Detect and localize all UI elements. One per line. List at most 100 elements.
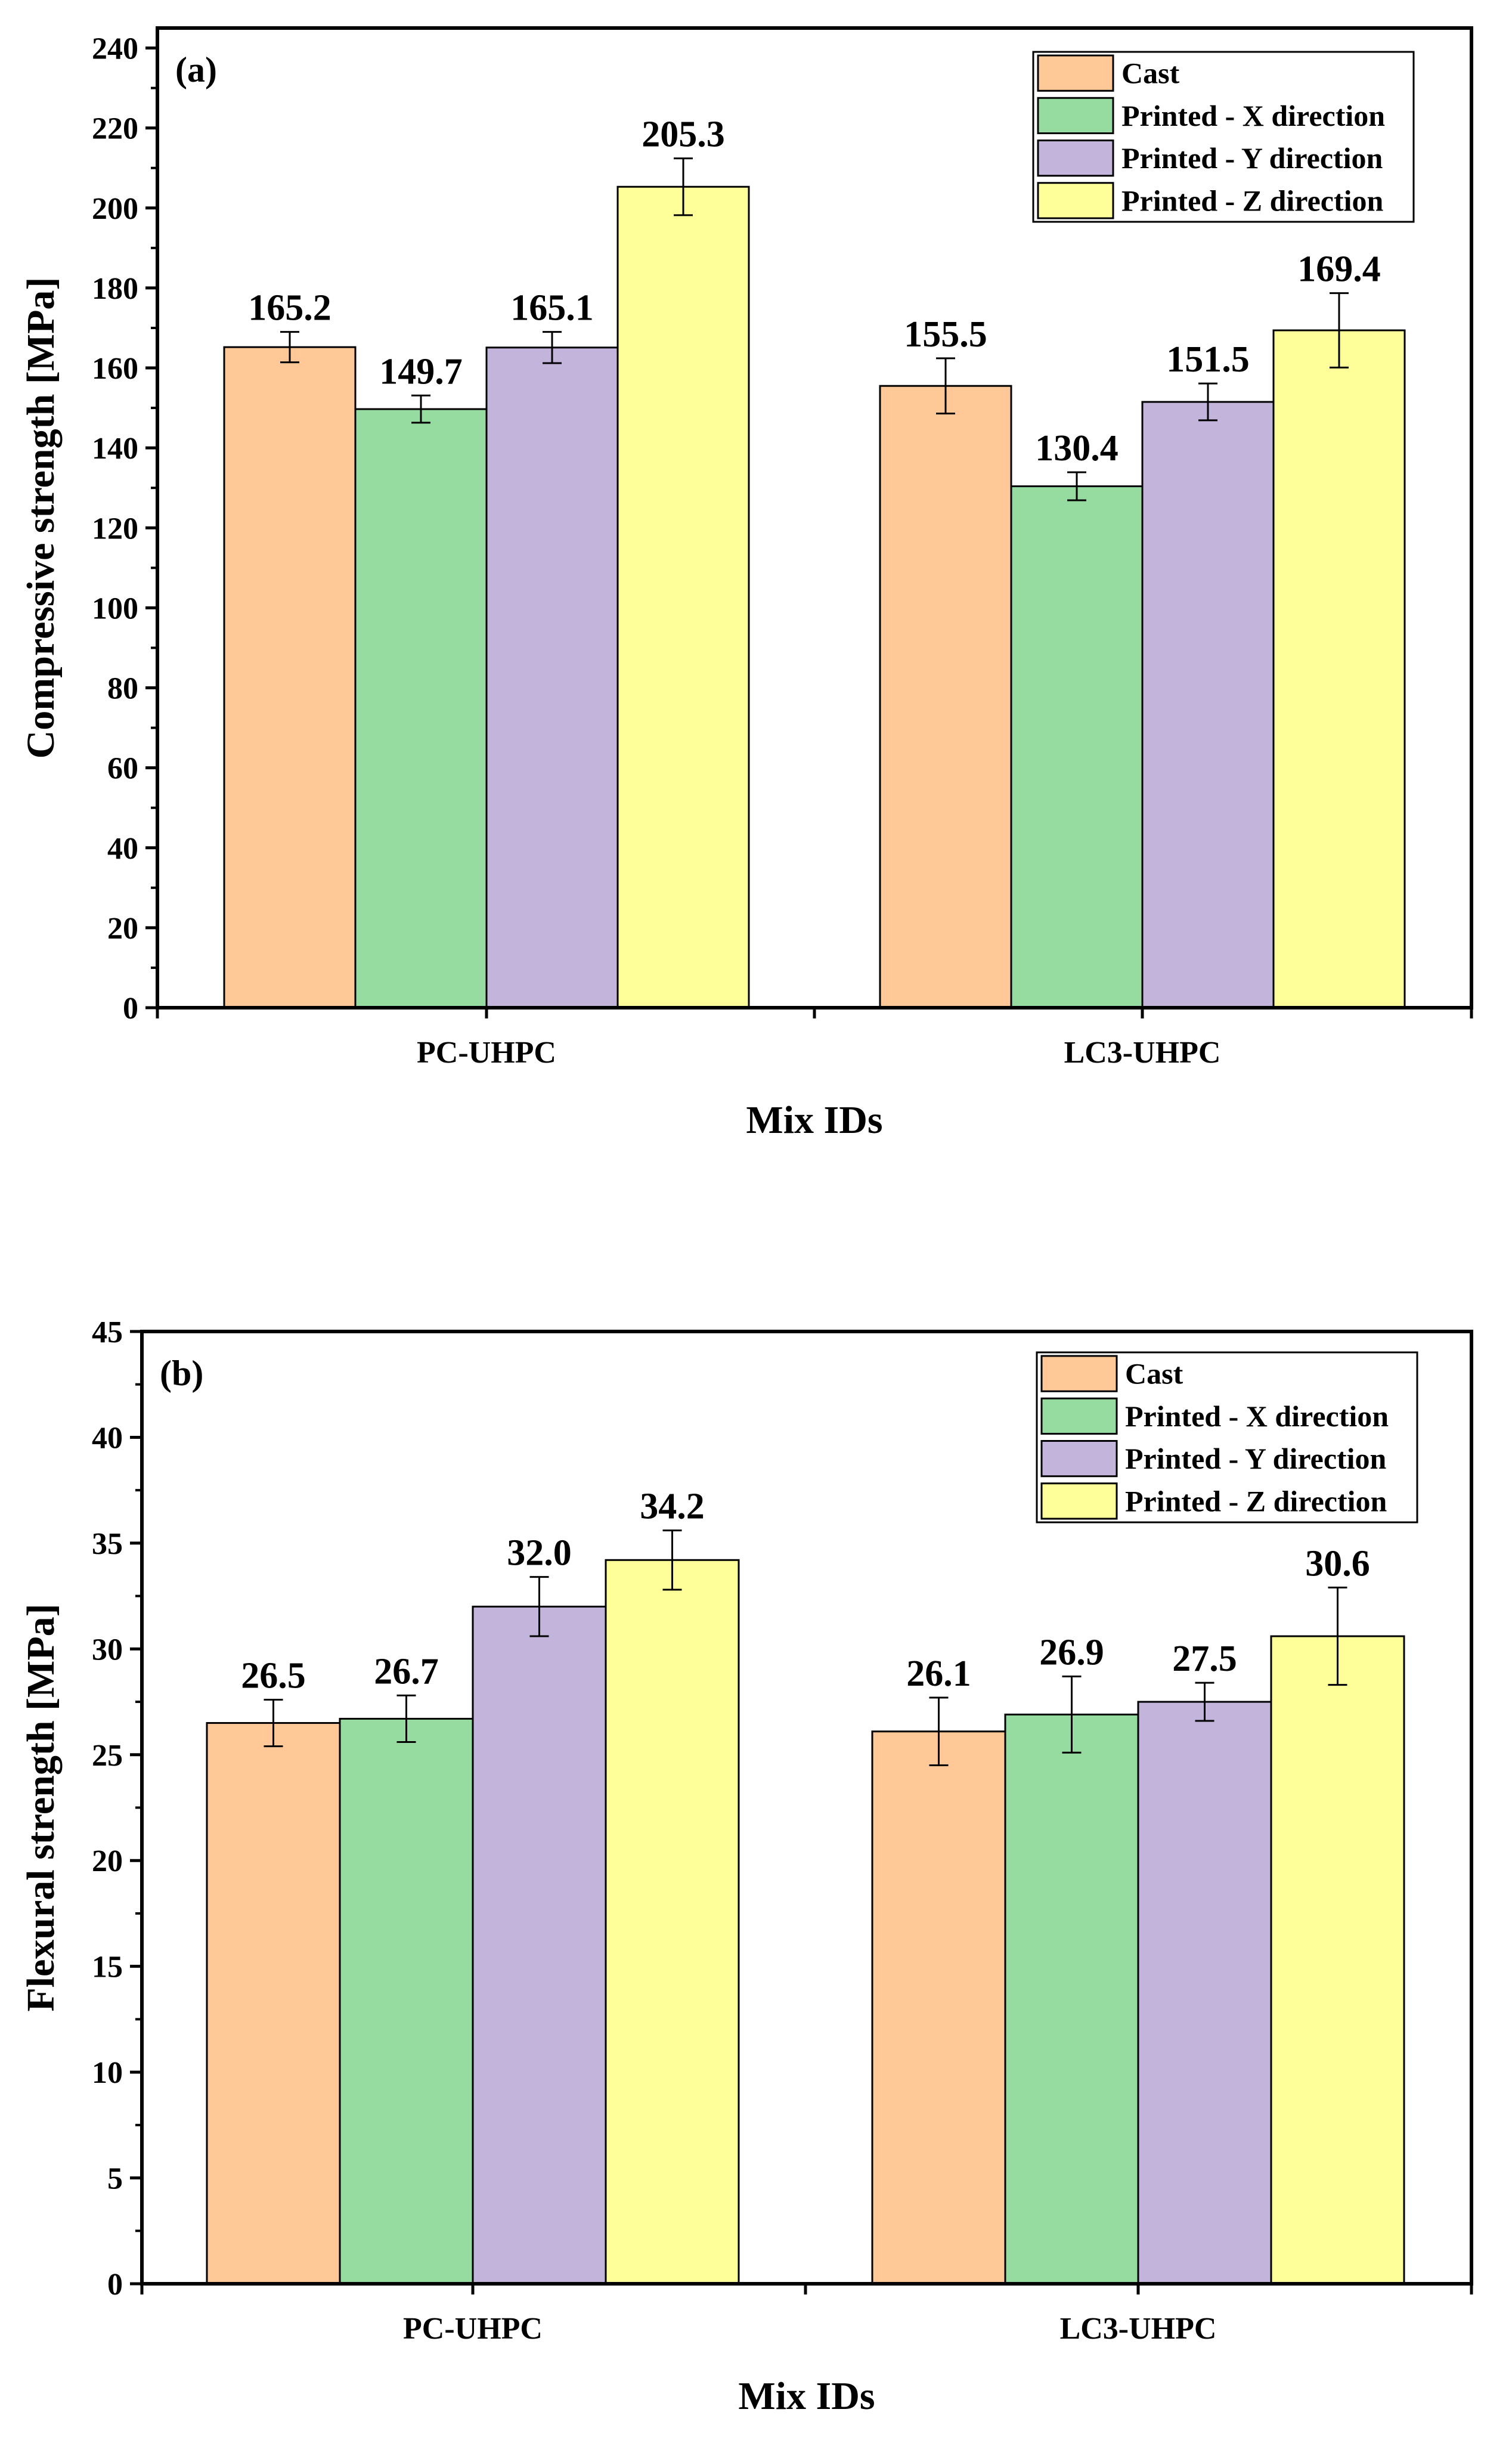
legend-entry: Printed - X direction [1125,1399,1389,1433]
bar-pc-uhpc-series-0 [223,346,357,1009]
legend-swatch [1037,54,1114,92]
data-label: 149.7 [379,351,463,392]
error-bar [1330,292,1349,369]
data-label: 205.3 [642,114,725,155]
data-label: 32.0 [507,1533,572,1574]
bar-lc3-uhpc-series-1 [1004,1713,1139,2285]
data-label: 34.2 [640,1487,705,1527]
error-bar [1328,1586,1347,1686]
x-category-label: LC3-UHPC [1064,1036,1221,1070]
data-label: 27.5 [1172,1639,1237,1679]
legend-swatch [1040,1355,1118,1392]
x-category-label: LC3-UHPC [1060,2312,1217,2346]
y-tick-label: 240 [92,32,138,66]
y-tick-label: 60 [107,752,138,786]
bar-pc-uhpc-series-3 [616,185,750,1009]
legend-entry: Printed - Z direction [1121,184,1383,217]
y-tick-label: 40 [107,832,138,866]
data-label: 165.2 [248,288,331,329]
error-bar [674,157,693,216]
error-bar [529,1576,549,1637]
y-tick-label: 30 [92,1633,123,1667]
y-tick-label: 15 [92,1950,123,1984]
legend-entry: Cast [1121,57,1180,90]
panel-label: (b) [160,1354,203,1393]
error-bar [936,357,955,414]
legend-entry: Printed - X direction [1121,99,1385,132]
error-bar [396,1694,416,1743]
bar-lc3-uhpc-series-0 [879,385,1012,1009]
data-label: 30.6 [1305,1543,1370,1584]
data-label: 130.4 [1035,428,1118,469]
error-bar [662,1529,682,1591]
bar-pc-uhpc-series-2 [472,1605,607,2285]
y-tick-label: 180 [92,272,138,306]
bar-lc3-uhpc-series-0 [871,1730,1006,2285]
x-category-label: PC-UHPC [417,1036,556,1070]
chart-panel-b: 26.5 26.1 26.7 26.9 32.0 27.5 34.2 30.6 0 5 10 15 20… [19,1315,1473,2418]
data-label: 155.5 [904,314,987,355]
x-category-label: PC-UHPC [403,2312,543,2346]
data-label: 151.5 [1166,339,1250,380]
y-tick-label: 220 [92,112,138,146]
y-axis-title: Flexural strength [MPa] [19,1603,63,2011]
bar-pc-uhpc-series-1 [354,408,488,1009]
bar-lc3-uhpc-series-2 [1137,1701,1272,2285]
y-tick-label: 35 [92,1527,123,1561]
data-label: 165.1 [510,288,594,329]
legend-entry: Printed - Z direction [1125,1484,1387,1518]
data-label: 169.4 [1297,249,1381,290]
error-bar [411,394,430,424]
error-bar [280,331,299,364]
legend-swatch [1037,97,1114,134]
legend-swatch [1040,1482,1118,1520]
y-tick-label: 140 [92,432,138,466]
panel-label: (a) [175,50,217,89]
chart-panel-a: 165.2 155.5 149.7 130.4 165.1 151.5 205.3 169.4… [19,26,1473,1142]
error-bar [264,1699,283,1748]
data-label: 26.1 [906,1653,971,1694]
y-tick-label: 160 [92,352,138,386]
error-bar [1198,382,1217,422]
legend-swatch [1037,140,1114,177]
y-tick-label: 25 [92,1739,123,1773]
bar-lc3-uhpc-series-3 [1272,329,1406,1009]
bar-pc-uhpc-series-0 [206,1722,341,2285]
bar-pc-uhpc-series-3 [605,1559,740,2285]
legend-swatch [1040,1397,1118,1435]
y-tick-label: 45 [92,1315,123,1349]
legend-swatch [1037,182,1114,219]
error-bar [1195,1682,1214,1722]
y-tick-label: 20 [92,1844,123,1878]
bar-pc-uhpc-series-2 [485,346,619,1009]
y-tick-label: 80 [107,672,138,706]
bar-lc3-uhpc-series-1 [1010,485,1144,1009]
y-tick-label: 40 [92,1421,123,1455]
legend-entry: Cast [1125,1357,1183,1391]
legend-swatch [1040,1440,1118,1478]
bar-pc-uhpc-series-1 [339,1717,474,2285]
error-bar [1062,1675,1082,1754]
x-axis-title: Mix IDs [738,2374,875,2418]
data-label: 26.7 [374,1651,439,1692]
y-tick-label: 0 [107,2268,123,2302]
bar-lc3-uhpc-series-2 [1141,401,1275,1009]
y-tick-label: 200 [92,192,138,226]
error-bar [929,1696,949,1767]
data-label: 26.9 [1039,1632,1104,1673]
legend: Cast Printed - X direction Printed - Y dir… [1036,1351,1418,1523]
legend-entry: Printed - Y direction [1125,1442,1387,1475]
legend: Cast Printed - X direction Printed - Y dir… [1032,51,1415,223]
y-axis-title: Compressive strength [MPa] [19,277,63,759]
error-bar [1067,471,1086,501]
legend-entry: Printed - Y direction [1121,141,1383,175]
error-bar [543,331,562,364]
bar-lc3-uhpc-series-3 [1270,1635,1405,2285]
y-tick-label: 100 [92,592,138,625]
y-tick-label: 5 [107,2162,123,2196]
x-axis-title: Mix IDs [746,1098,882,1142]
y-tick-label: 0 [123,992,138,1026]
data-label: 26.5 [241,1656,306,1696]
y-tick-label: 10 [92,2056,123,2090]
